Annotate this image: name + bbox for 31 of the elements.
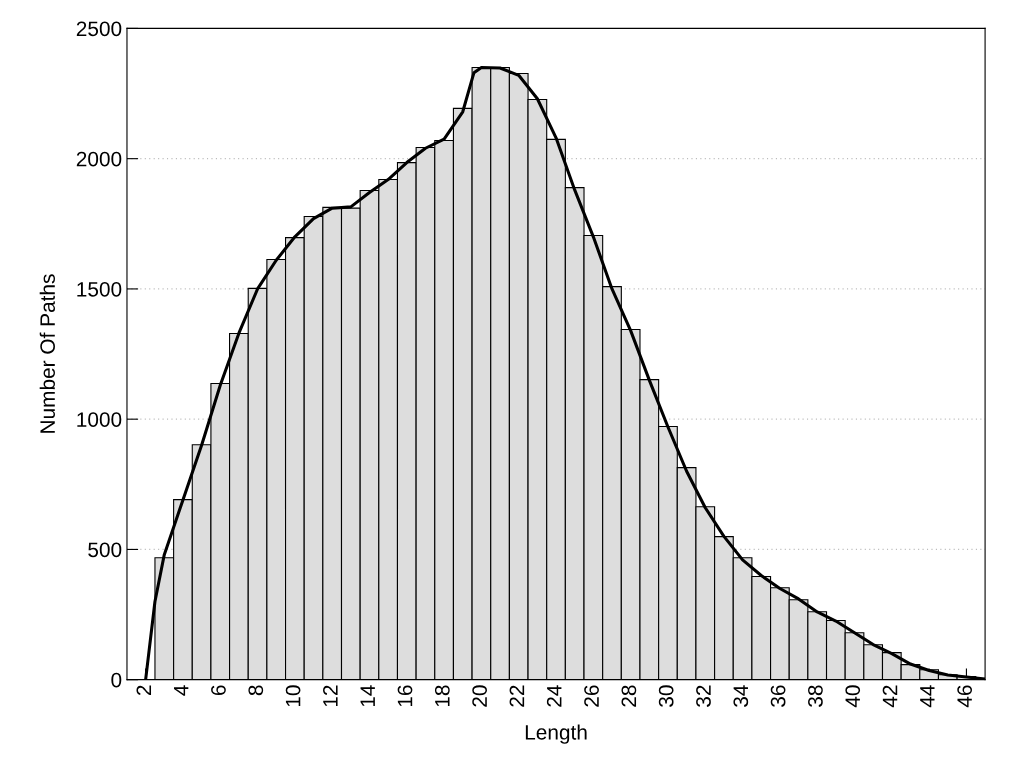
y-tick-label: 1500 xyxy=(77,281,122,297)
y-axis-title: Number Of Paths xyxy=(39,274,55,433)
x-tick-label: 8 xyxy=(248,685,264,696)
x-tick-label: 18 xyxy=(434,685,450,707)
x-tick-label: 12 xyxy=(323,685,338,707)
x-tick-label: 40 xyxy=(845,685,861,708)
x-axis-title: Length xyxy=(525,724,587,744)
x-tick-label: 20 xyxy=(472,685,488,707)
x-tick-label: 34 xyxy=(733,685,749,707)
y-tick-label: 2500 xyxy=(76,21,122,37)
x-tick-label: 38 xyxy=(808,685,823,707)
y-tick-label: 500 xyxy=(88,542,122,558)
x-tick-label: 26 xyxy=(584,685,599,707)
x-tick-label: 16 xyxy=(397,685,413,707)
x-tick-label: 46 xyxy=(957,685,973,708)
x-tick-label: 36 xyxy=(770,685,786,707)
x-tick-label: 10 xyxy=(285,685,301,707)
x-tick-label: 42 xyxy=(882,685,898,708)
x-tick-label: 28 xyxy=(621,685,637,707)
x-tick-label: 22 xyxy=(509,685,525,707)
x-tick-label: 4 xyxy=(173,685,189,696)
x-tick-label: 2 xyxy=(136,685,152,696)
y-tick-label: 2000 xyxy=(76,151,122,167)
x-tick-label: 6 xyxy=(211,685,226,696)
y-tick-label: 0 xyxy=(111,672,122,688)
x-tick-label: 32 xyxy=(696,685,711,707)
x-tick-label: 14 xyxy=(360,685,375,707)
x-tick-label: 24 xyxy=(546,685,562,707)
x-tick-label: 44 xyxy=(920,685,935,708)
x-tick-label: 30 xyxy=(658,685,674,707)
y-tick-label: 1000 xyxy=(77,412,122,427)
